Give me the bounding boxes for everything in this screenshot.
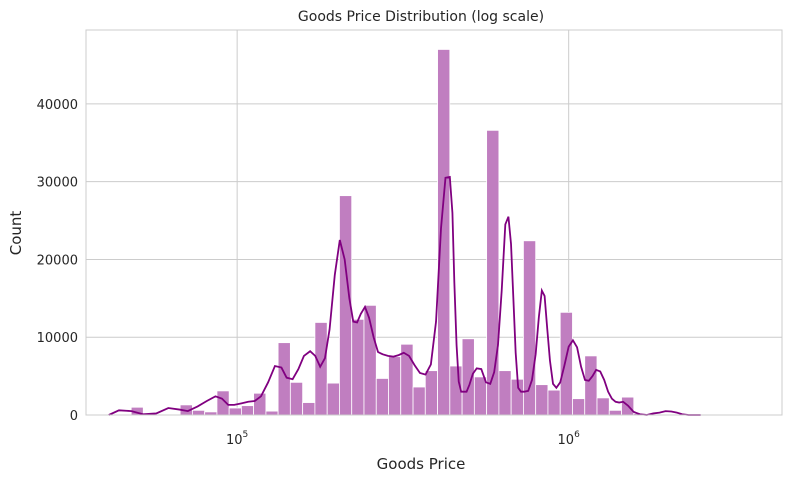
x-axis-label: Goods Price <box>377 455 466 473</box>
histogram-bar <box>547 389 561 416</box>
histogram-bar <box>596 397 610 416</box>
y-tick-labels: 0 10000 20000 30000 40000 <box>37 98 78 424</box>
histogram-bar <box>572 398 586 416</box>
histogram-bar <box>486 129 500 416</box>
histogram-bar <box>498 370 512 416</box>
x-tick-label: 106 <box>558 430 581 448</box>
histogram-bar <box>375 378 389 416</box>
y-tick-label: 40000 <box>37 98 78 113</box>
histogram-bar <box>584 355 598 416</box>
histogram-bar <box>608 409 622 416</box>
histogram-bar <box>192 409 206 416</box>
gridlines <box>86 30 782 416</box>
y-tick-label: 20000 <box>37 253 78 268</box>
histogram-bar <box>265 410 279 416</box>
plot-frame <box>85 29 783 416</box>
histogram-bar <box>314 322 328 416</box>
histogram-bar <box>302 402 316 416</box>
histogram-bar <box>351 318 365 416</box>
chart-title: Goods Price Distribution (log scale) <box>298 9 544 25</box>
y-axis-label: Count <box>7 211 25 256</box>
histogram-bars <box>130 49 671 416</box>
histogram-bar <box>241 405 254 416</box>
y-tick-label: 0 <box>70 409 78 424</box>
histogram-bar <box>559 311 573 416</box>
histogram-bar <box>437 49 451 416</box>
histogram-bar <box>412 386 426 416</box>
y-tick-label: 30000 <box>37 176 78 191</box>
histogram-bar <box>228 407 242 416</box>
histogram-bar <box>289 381 304 416</box>
kde-curve <box>108 175 701 416</box>
x-tick-label: 105 <box>226 430 248 448</box>
x-tick-labels: 105 106 <box>226 430 580 448</box>
histogram-bar <box>535 384 549 416</box>
histogram-bar <box>473 376 488 416</box>
histogram-bar <box>388 356 402 416</box>
y-tick-label: 10000 <box>37 331 78 346</box>
histogram-bar <box>326 382 340 416</box>
histogram-bar <box>424 370 438 416</box>
